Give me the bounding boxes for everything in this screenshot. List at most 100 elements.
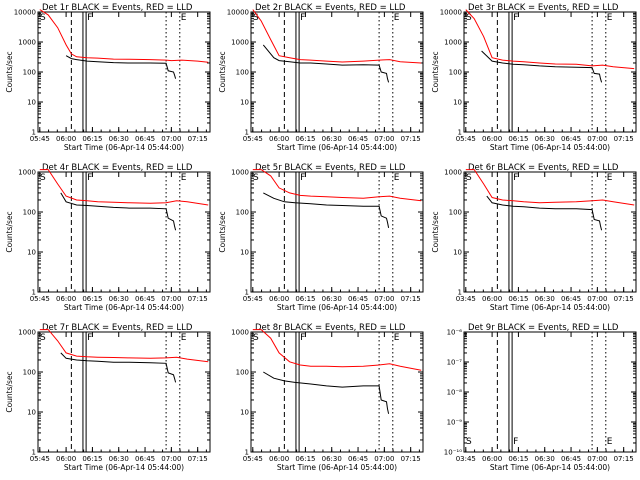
marker-s: S [253,173,259,183]
series-red-line [39,9,209,63]
marker-s: S [40,173,46,183]
marker-s: S [40,13,46,23]
plot-frame [463,331,637,453]
series-black-line [263,371,390,414]
y-axis-label: Counts/sec [218,211,227,252]
x-tick-label: 06:15 [508,455,528,463]
y-tick-label: 1000 [18,169,36,177]
y-axis-label: Counts/sec [5,371,14,412]
x-tick-label: 06:30 [535,295,555,303]
x-tick-label: 06:00 [482,455,502,463]
y-tick-label: 1000 [18,329,36,337]
x-tick-label: 06:00 [269,135,289,143]
y-tick-label: 10⁻⁷ [447,359,463,367]
panel-title: Det 2r BLACK = Events, RED = LLD [255,3,406,13]
marker-f: F [513,173,518,183]
y-tick-label: 1000 [231,39,249,47]
series-red-line [252,169,422,202]
marker-s: S [466,173,472,183]
x-tick-label: 06:30 [109,455,129,463]
y-tick-label: 100 [23,369,36,377]
x-tick-label: 05:45 [243,135,263,143]
x-tick-label: 05:45 [30,295,50,303]
marker-f: F [87,13,92,23]
panel-det-1: Det 1r BLACK = Events, RED = LLD 1 10 100 10… [5,3,211,152]
x-tick-label: 03:45 [456,455,476,463]
x-tick-label: 07:00 [587,135,607,143]
x-tick-label: 06:00 [56,135,76,143]
series-black-line [262,44,390,83]
y-axis-label: Counts/sec [218,51,227,92]
x-tick-label: 06:00 [482,295,502,303]
y-tick-label: 100 [23,69,36,77]
x-tick-label: 07:15 [188,135,208,143]
x-tick-label: 06:30 [322,455,342,463]
panel-title: Det 6r BLACK = Events, RED = LLD [468,163,619,173]
panel-title: Det 3r BLACK = Events, RED = LLD [468,3,619,13]
marker-f: F [300,333,305,343]
x-tick-label: 07:15 [614,135,634,143]
x-tick-label: 06:45 [561,295,581,303]
y-tick-label: 1 [245,449,249,457]
panel-title: Det 8r BLACK = Events, RED = LLD [255,323,406,333]
y-tick-label: 10 [453,99,462,107]
x-tick-label: 05:45 [243,295,263,303]
x-tick-label: 07:15 [188,295,208,303]
y-tick-label: 10⁻¹⁰ [444,449,462,457]
x-tick-label: 06:45 [348,135,368,143]
y-tick-label: 10⁻⁹ [447,419,463,427]
marker-e: E [607,13,613,23]
marker-f: F [87,173,92,183]
panel-det-9: Det 9r BLACK = Events, RED = LLD 10⁻¹⁰ 10⁻… [444,323,637,472]
x-tick-label: 07:00 [161,135,181,143]
x-tick-label: 06:00 [482,135,502,143]
y-tick-label: 1 [245,129,249,137]
y-tick-label: 1000 [444,39,462,47]
marker-f: F [513,437,518,447]
x-tick-label: 06:45 [561,455,581,463]
marker-e: E [607,173,613,183]
x-tick-label: 06:15 [508,295,528,303]
x-tick-label: 07:15 [188,455,208,463]
panel-det-8: Det 8r BLACK = Events, RED = LLD 1 10 100 10… [231,323,424,472]
marker-f: F [300,13,305,23]
marker-s: S [253,333,259,343]
x-tick-label: 07:15 [401,295,421,303]
marker-e: E [394,333,400,343]
y-tick-label: 1000 [231,329,249,337]
x-tick-label: 05:45 [30,135,50,143]
x-axis-label: Start Time (06-Apr-14 05:44:00) [277,143,397,152]
x-axis-label: Start Time (06-Apr-14 05:44:00) [277,303,397,312]
y-tick-label: 10000 [14,9,36,17]
plot-frame [250,171,424,293]
x-tick-label: 07:15 [614,295,634,303]
x-tick-label: 06:30 [322,135,342,143]
panel-title: Det 9r BLACK = Events, RED = LLD [468,323,619,333]
y-tick-label: 10000 [440,9,462,17]
y-tick-label: 100 [449,209,462,217]
x-tick-label: 07:00 [161,455,181,463]
x-tick-label: 06:00 [269,295,289,303]
x-axis-label: Start Time (06-Apr-14 05:44:00) [64,303,184,312]
marker-e: E [181,173,187,183]
panel-title: Det 4r BLACK = Events, RED = LLD [42,163,193,173]
x-tick-label: 06:15 [508,135,528,143]
x-tick-label: 06:30 [109,135,129,143]
y-tick-label: 1 [245,289,249,297]
y-tick-label: 10 [27,409,36,417]
series-red-line [465,169,635,206]
plot-frame [37,11,211,133]
y-axis-label: Counts/sec [5,211,14,252]
marker-s: S [253,13,259,23]
x-tick-label: 06:15 [82,135,102,143]
panel-det-5: Det 5r BLACK = Events, RED = LLD 1 10 100 10… [218,163,424,312]
x-axis-label: Start Time (06-Apr-14 05:44:00) [64,463,184,472]
x-tick-label: 06:30 [109,295,129,303]
y-axis-label: Counts/sec [431,211,440,252]
marker-e: E [181,333,187,343]
marker-e: E [607,437,613,447]
marker-e: E [394,173,400,183]
y-tick-label: 100 [236,369,249,377]
x-tick-label: 06:45 [135,455,155,463]
